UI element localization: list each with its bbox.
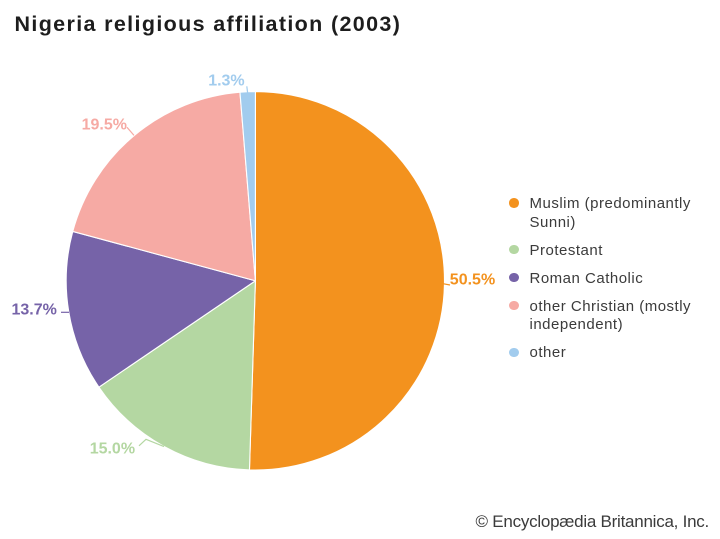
svg-text:1.3%: 1.3% <box>208 73 244 90</box>
svg-text:13.7%: 13.7% <box>12 301 57 318</box>
svg-text:19.5%: 19.5% <box>82 116 127 133</box>
svg-text:15.0%: 15.0% <box>90 440 135 457</box>
svg-text:50.5%: 50.5% <box>450 272 495 289</box>
